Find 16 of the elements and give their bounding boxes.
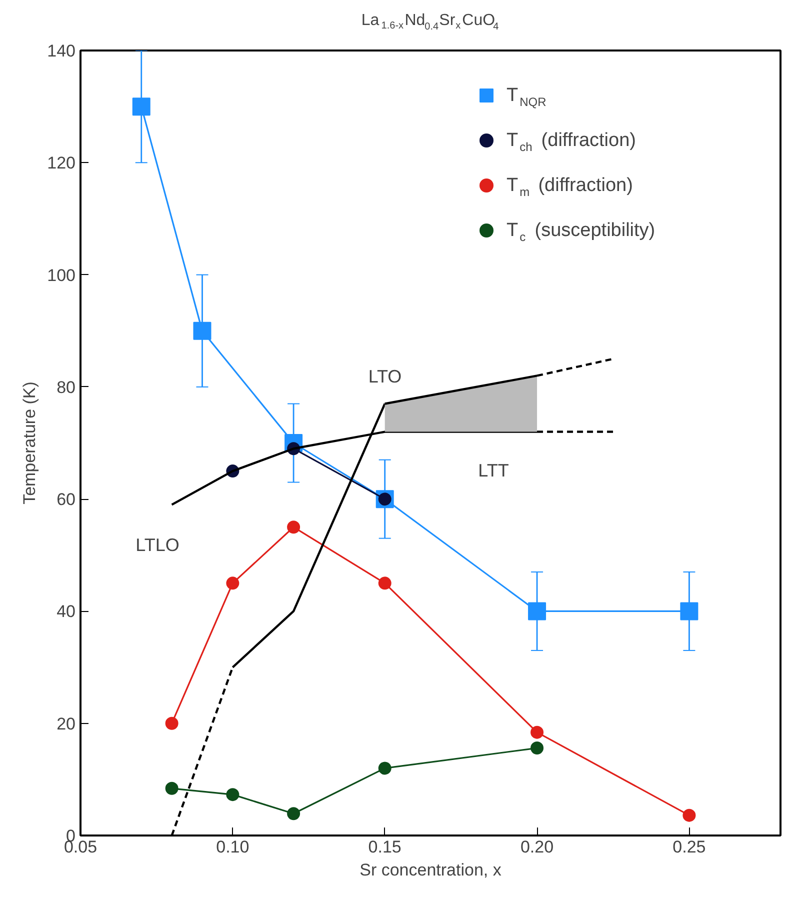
x-axis-title: Sr concentration, x [360, 860, 502, 880]
y-tick-label: 20 [56, 714, 76, 734]
y-tick-label: 120 [47, 154, 76, 173]
x-tick-label: 0.25 [672, 838, 706, 856]
x-tick-label: 0.20 [520, 838, 554, 856]
y-tick-label: 60 [56, 490, 76, 510]
annotation: LTO [368, 366, 402, 386]
y-axis-title: Temperature (K) [20, 382, 40, 504]
y-tick-label: 100 [47, 266, 76, 285]
annotation: LTT [478, 460, 509, 480]
y-tick-label: 40 [56, 602, 76, 622]
y-tick-label: 80 [56, 378, 76, 397]
x-tick-label: 0.15 [368, 838, 402, 856]
x-tick-label: 0.10 [216, 838, 250, 856]
y-tick-label: 140 [47, 42, 76, 60]
annotation: LTLO [136, 535, 180, 556]
